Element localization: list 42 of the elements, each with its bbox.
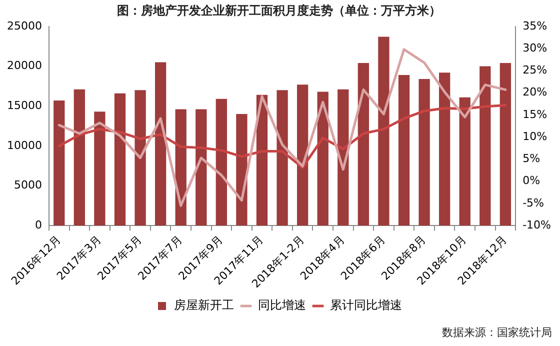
y2-tick-label: 0%: [522, 174, 540, 188]
y-tick-label: 20000: [6, 59, 42, 72]
y-tick-label: 25000: [6, 19, 42, 32]
bar: [74, 89, 85, 226]
bar: [378, 36, 390, 226]
bar: [94, 112, 106, 226]
bar: [358, 63, 370, 226]
bar: [154, 62, 166, 226]
legend-label: 累计同比增速: [330, 298, 402, 312]
bar: [196, 109, 207, 226]
bar: [216, 98, 228, 226]
y-tick-label: 10000: [6, 138, 42, 152]
y2-tick-label: 20%: [522, 86, 548, 99]
bar: [398, 75, 410, 226]
bar: [54, 100, 65, 226]
y2-tick-label: 25%: [522, 64, 548, 77]
y-tick-label: 15000: [6, 98, 42, 112]
source-note: 数据来源：国家统计局: [442, 325, 552, 340]
y2-tick-label: -5%: [522, 196, 544, 210]
bar: [418, 78, 430, 226]
bar: [500, 63, 512, 226]
bar: [134, 90, 146, 226]
bar: [338, 89, 349, 226]
y2-tick-label: 30%: [522, 41, 548, 54]
bar: [317, 92, 328, 226]
legend-label: 同比增速: [258, 298, 306, 312]
bar: [480, 66, 491, 226]
y2-tick-label: 35%: [522, 19, 548, 32]
bar: [236, 114, 248, 226]
y-tick-label: 0: [34, 218, 42, 232]
y2-tick-label: 5%: [522, 152, 540, 166]
y-tick-label: 5000: [14, 178, 42, 192]
chart-title: 图：房地产开发企业新开工面积月度走势（单位：万平方米）: [117, 3, 441, 18]
y2-tick-label: -10%: [522, 218, 552, 232]
bar: [459, 97, 470, 226]
bar: [296, 84, 308, 226]
bar: [439, 72, 450, 226]
legend-label: 房屋新开工: [174, 298, 234, 312]
y2-tick-label: 15%: [522, 108, 548, 121]
bar: [276, 90, 288, 226]
y2-tick-label: 10%: [522, 130, 548, 143]
bar: [114, 93, 126, 226]
